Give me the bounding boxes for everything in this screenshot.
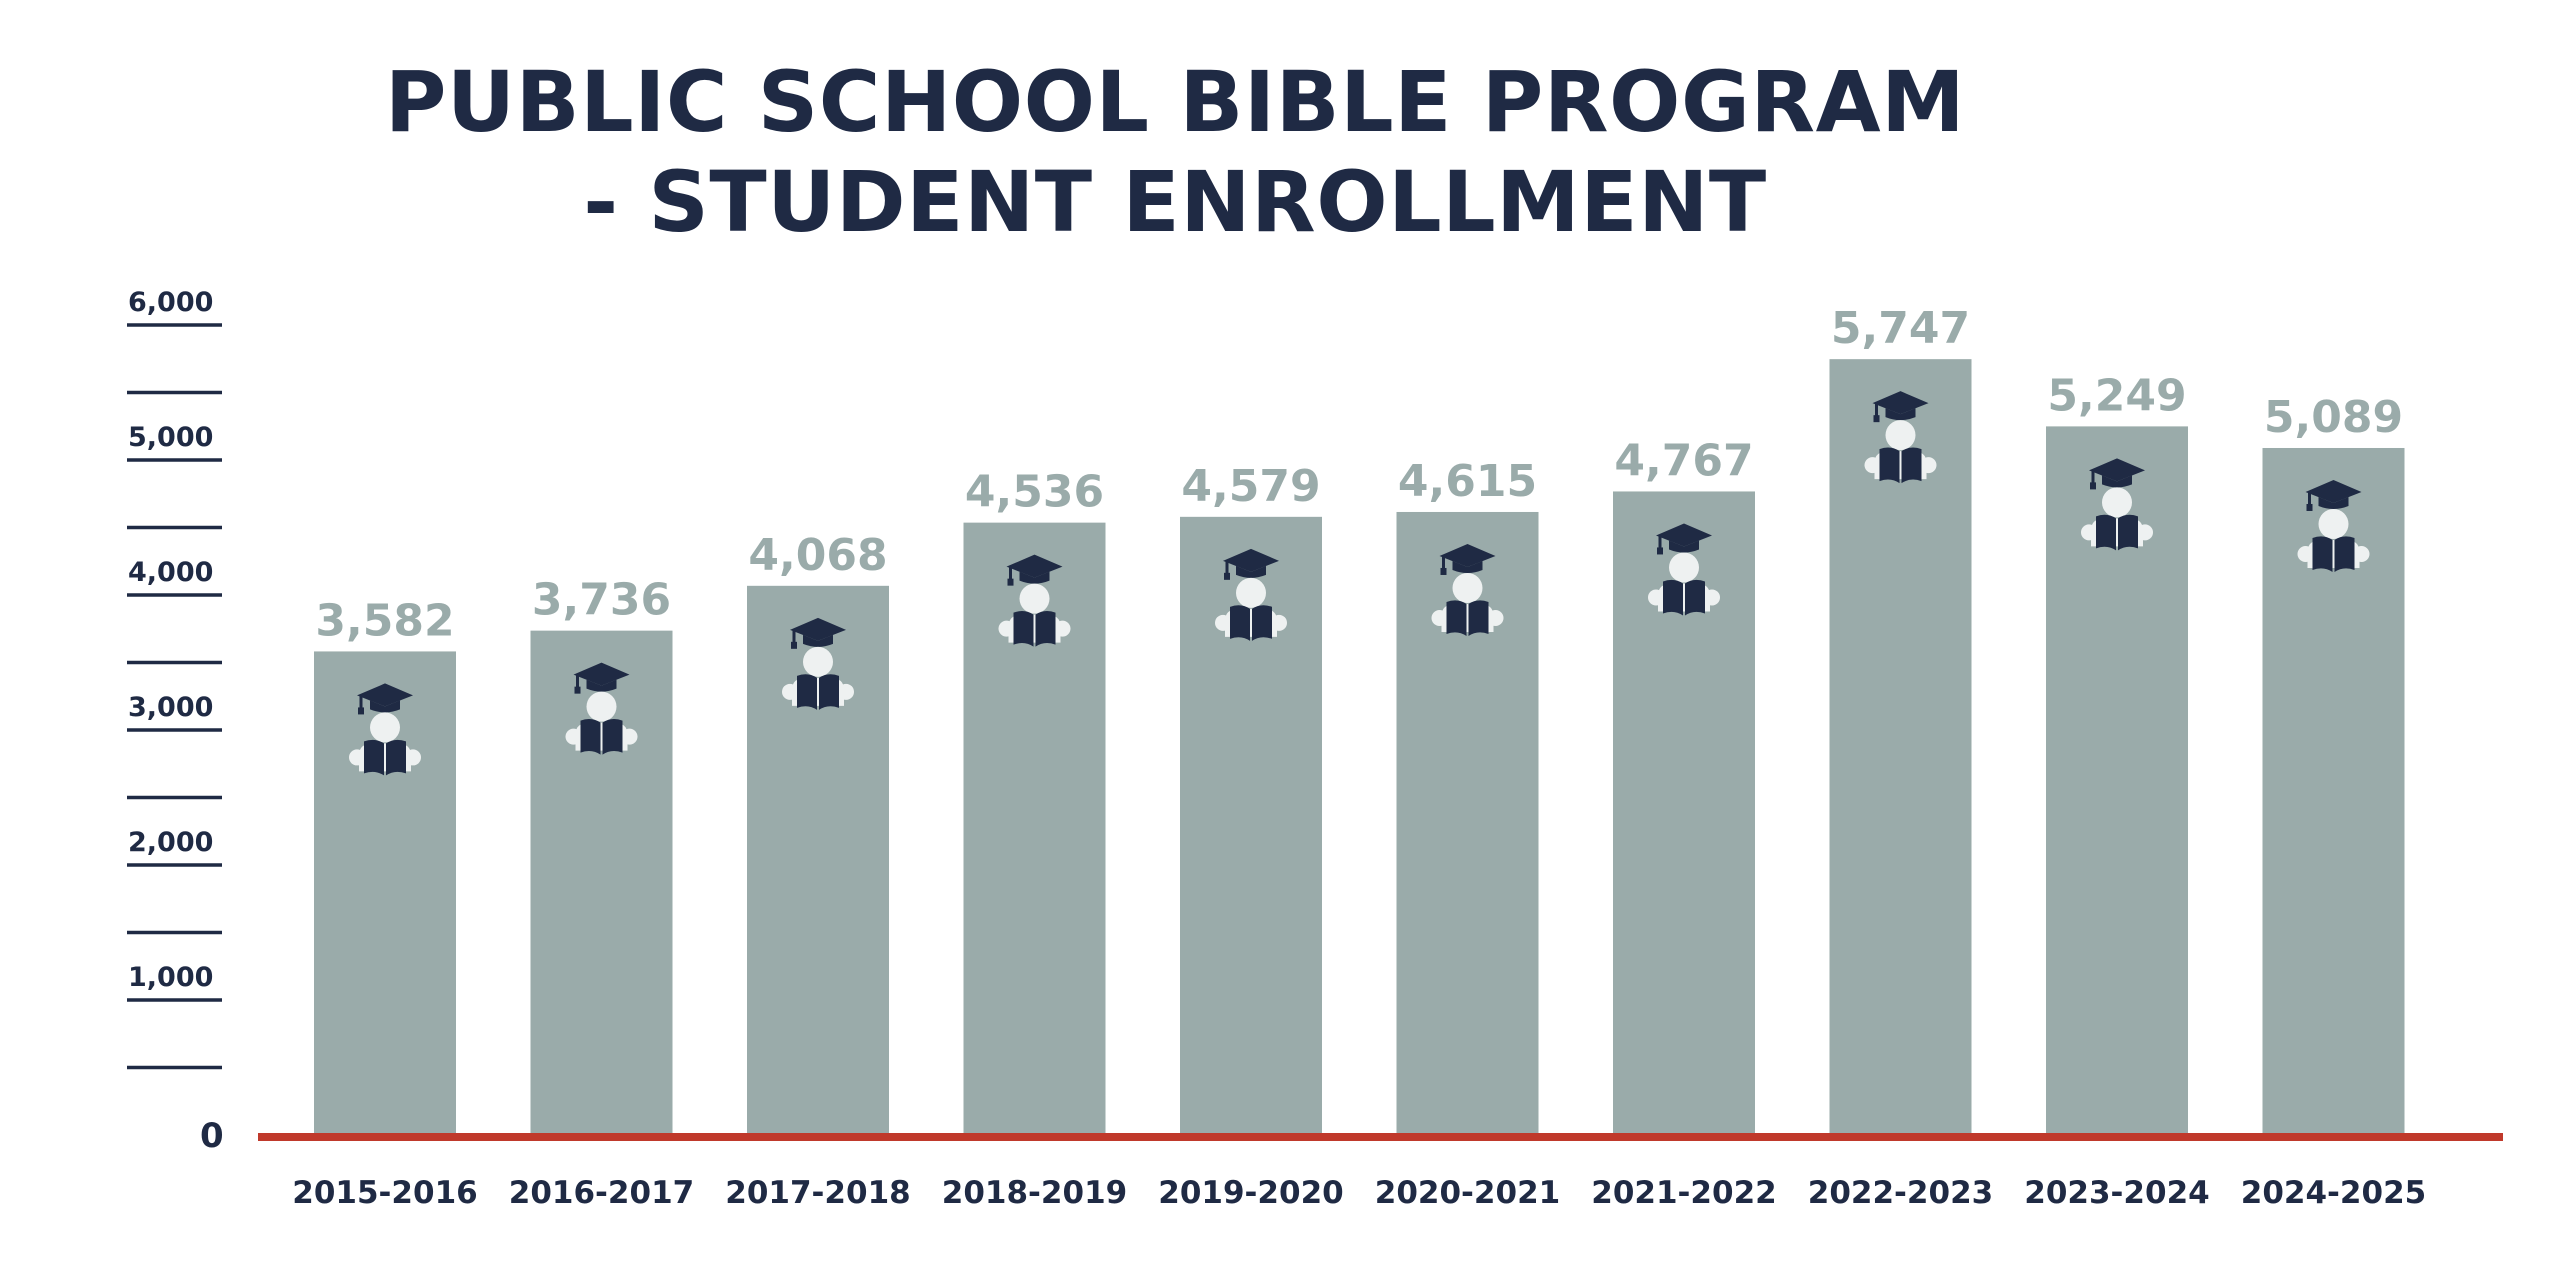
x-tick-label: 2020-2021 (1375, 1175, 1560, 1211)
bar (963, 522, 1106, 1135)
x-tick-label: 2022-2023 (1808, 1175, 1993, 1211)
y-tick-label: 2,000 (128, 827, 213, 858)
value-label: 4,579 (1181, 461, 1320, 512)
value-labels: 3,582 3,736 4,068 4,536 4,579 4,615 4,767 5,747… (315, 303, 2403, 646)
student-reading-graduate-icon (1431, 543, 1504, 636)
x-tick-label: 2019-2020 (1158, 1175, 1343, 1211)
value-label: 4,615 (1398, 456, 1537, 507)
value-label: 3,736 (532, 575, 671, 626)
chart-title: PUBLIC SCHOOL BIBLE PROGRAM - STUDENT EN… (375, 52, 1975, 252)
student-reading-graduate-icon (2297, 479, 2370, 572)
x-tick-label: 2018-2019 (942, 1175, 1127, 1211)
bar-icons (349, 391, 2370, 776)
bars (314, 359, 2405, 1136)
y-tick-label: 4,000 (128, 557, 213, 588)
y-tick-label: 5,000 (128, 422, 213, 453)
y-tick-label: 3,000 (128, 692, 213, 723)
value-label: 5,747 (1831, 303, 1970, 354)
value-label: 4,767 (1614, 435, 1753, 486)
value-label: 5,249 (2047, 370, 2186, 421)
bar (1829, 359, 1972, 1135)
student-reading-graduate-icon (1215, 548, 1287, 641)
y-tick-label: 1,000 (128, 962, 213, 993)
x-tick-label: 2016-2017 (509, 1175, 694, 1211)
y-tick-label: 0 (200, 1116, 224, 1156)
student-reading-graduate-icon (998, 554, 1071, 647)
student-reading-graduate-icon (565, 662, 638, 755)
value-label: 4,068 (748, 530, 887, 581)
x-tick-label: 2023-2024 (2024, 1175, 2209, 1211)
student-reading-graduate-icon (1864, 391, 1937, 484)
chart-title-line-1: PUBLIC SCHOOL BIBLE PROGRAM (384, 53, 1966, 151)
student-reading-graduate-icon (349, 683, 421, 776)
student-reading-graduate-icon (1648, 523, 1720, 616)
x-tick-label: 2024-2025 (2241, 1175, 2426, 1211)
y-axis: 0 1,000 2,000 3,000 4,000 5,000 6,000 (127, 287, 224, 1156)
student-reading-graduate-icon (782, 617, 854, 710)
value-label: 5,089 (2264, 392, 2403, 443)
x-tick-label: 2015-2016 (292, 1175, 477, 1211)
chart-title-line-2: - STUDENT ENROLLMENT (583, 153, 1767, 251)
value-label: 4,536 (965, 467, 1104, 518)
x-tick-label: 2021-2022 (1591, 1175, 1776, 1211)
x-tick-label: 2017-2018 (725, 1175, 910, 1211)
y-tick-label: 6,000 (128, 287, 213, 318)
student-reading-graduate-icon (2081, 458, 2153, 551)
bar (747, 585, 889, 1135)
x-axis-labels: 2015-2016 2016-2017 2017-2018 2018-2019 2019… (292, 1175, 2426, 1211)
value-label: 3,582 (315, 595, 454, 646)
